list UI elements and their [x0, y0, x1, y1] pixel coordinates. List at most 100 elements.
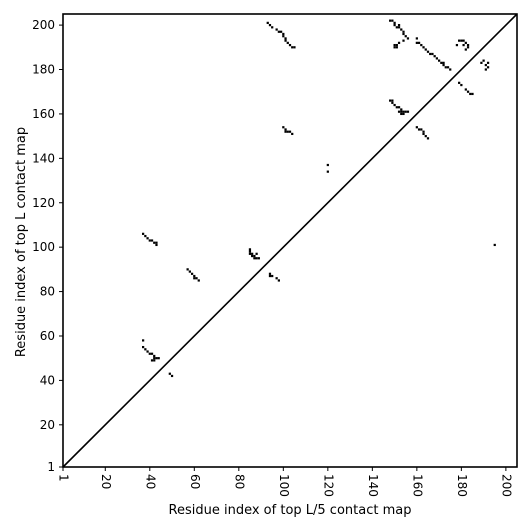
contact-point — [458, 81, 461, 84]
contact-point — [442, 61, 445, 64]
contact-point — [150, 352, 154, 355]
contact-point — [142, 345, 145, 349]
contact-point — [402, 39, 405, 42]
contact-point — [266, 21, 269, 24]
contact-point — [193, 274, 196, 278]
contact-point — [466, 90, 470, 93]
contact-point — [393, 23, 396, 27]
contact-point — [186, 268, 189, 271]
contact-point — [155, 243, 158, 247]
contact-point — [284, 128, 287, 131]
diagonal-line — [62, 13, 518, 468]
contact-point — [397, 110, 401, 113]
y-tick-label: 120 — [32, 196, 55, 210]
contact-point — [435, 57, 438, 60]
contact-point — [284, 39, 287, 42]
x-axis-ticks: 1 20 40 60 80 100 120 140 160 180 200 — [57, 467, 513, 497]
contact-point — [469, 92, 472, 96]
x-tick-label: 60 — [188, 474, 202, 489]
contact-point — [422, 130, 425, 133]
contact-point — [155, 241, 158, 244]
contact-point — [248, 250, 252, 253]
contact-point — [446, 66, 450, 69]
x-tick-label: 1 — [57, 474, 71, 482]
plot-frame — [62, 13, 518, 468]
contact-point — [424, 48, 427, 51]
contact-point — [402, 32, 405, 36]
y-tick-label: 60 — [40, 329, 55, 343]
y-tick-label: 160 — [32, 107, 55, 121]
contact-point — [291, 46, 294, 49]
contact-point — [197, 279, 200, 282]
contact-point — [170, 374, 174, 378]
contact-point — [393, 43, 396, 47]
contact-point — [282, 126, 285, 129]
contact-point — [420, 43, 423, 47]
contact-point — [391, 99, 394, 102]
contact-point — [148, 239, 151, 242]
contact-point — [395, 46, 398, 49]
contact-point — [188, 270, 191, 273]
contact-point — [458, 39, 461, 42]
contact-point — [493, 243, 496, 247]
contact-point — [480, 61, 483, 64]
contact-point — [438, 59, 441, 62]
contact-point — [393, 103, 396, 107]
contact-point — [146, 237, 149, 240]
contact-point — [251, 254, 254, 258]
contact-point — [442, 63, 445, 67]
contact-point — [397, 23, 401, 27]
x-axis-label: Residue index of top L/5 contact map — [169, 503, 412, 518]
y-tick-label: 40 — [40, 373, 55, 387]
contact-point — [282, 32, 285, 36]
contact-point — [248, 248, 252, 251]
x-tick-label: 200 — [499, 474, 513, 497]
contact-point — [420, 128, 423, 131]
contact-point — [153, 357, 156, 360]
contact-point — [389, 99, 392, 102]
contact-point — [400, 108, 403, 111]
contact-point — [402, 112, 405, 116]
contact-point — [415, 126, 418, 129]
contact-point — [404, 35, 407, 38]
contact-point — [277, 279, 280, 282]
contact-point — [255, 257, 258, 260]
contact-point — [402, 30, 405, 33]
y-tick-label: 20 — [40, 418, 55, 432]
contact-point — [291, 132, 294, 136]
contact-point — [400, 28, 403, 31]
contact-point — [284, 130, 287, 133]
contact-point — [464, 41, 467, 44]
contact-point — [157, 357, 160, 360]
contact-point — [426, 50, 430, 53]
contact-point — [431, 52, 434, 56]
contact-point — [275, 28, 278, 31]
contact-point — [486, 61, 490, 64]
x-tick-label: 180 — [455, 474, 469, 497]
contact-point — [153, 354, 156, 358]
contact-point — [426, 137, 430, 140]
contact-point — [484, 68, 487, 71]
contact-point — [397, 26, 401, 29]
contact-point — [271, 26, 274, 29]
contact-point — [142, 232, 145, 235]
contact-point — [288, 43, 292, 47]
x-tick-label: 100 — [277, 474, 291, 497]
contact-point — [422, 132, 425, 136]
y-tick-label: 1 — [47, 460, 55, 474]
contact-point — [284, 37, 287, 40]
contact-point — [268, 274, 272, 278]
contact-point — [326, 170, 329, 173]
contact-point — [462, 39, 465, 42]
y-tick-label: 200 — [32, 18, 55, 32]
contact-point — [395, 43, 398, 47]
contact-points — [142, 19, 496, 378]
contact-point — [251, 252, 254, 255]
contact-point — [417, 41, 421, 44]
contact-point — [422, 46, 425, 49]
contact-point — [404, 110, 407, 113]
contact-point — [406, 37, 410, 40]
contact-point — [444, 66, 447, 69]
contact-point — [455, 43, 459, 47]
